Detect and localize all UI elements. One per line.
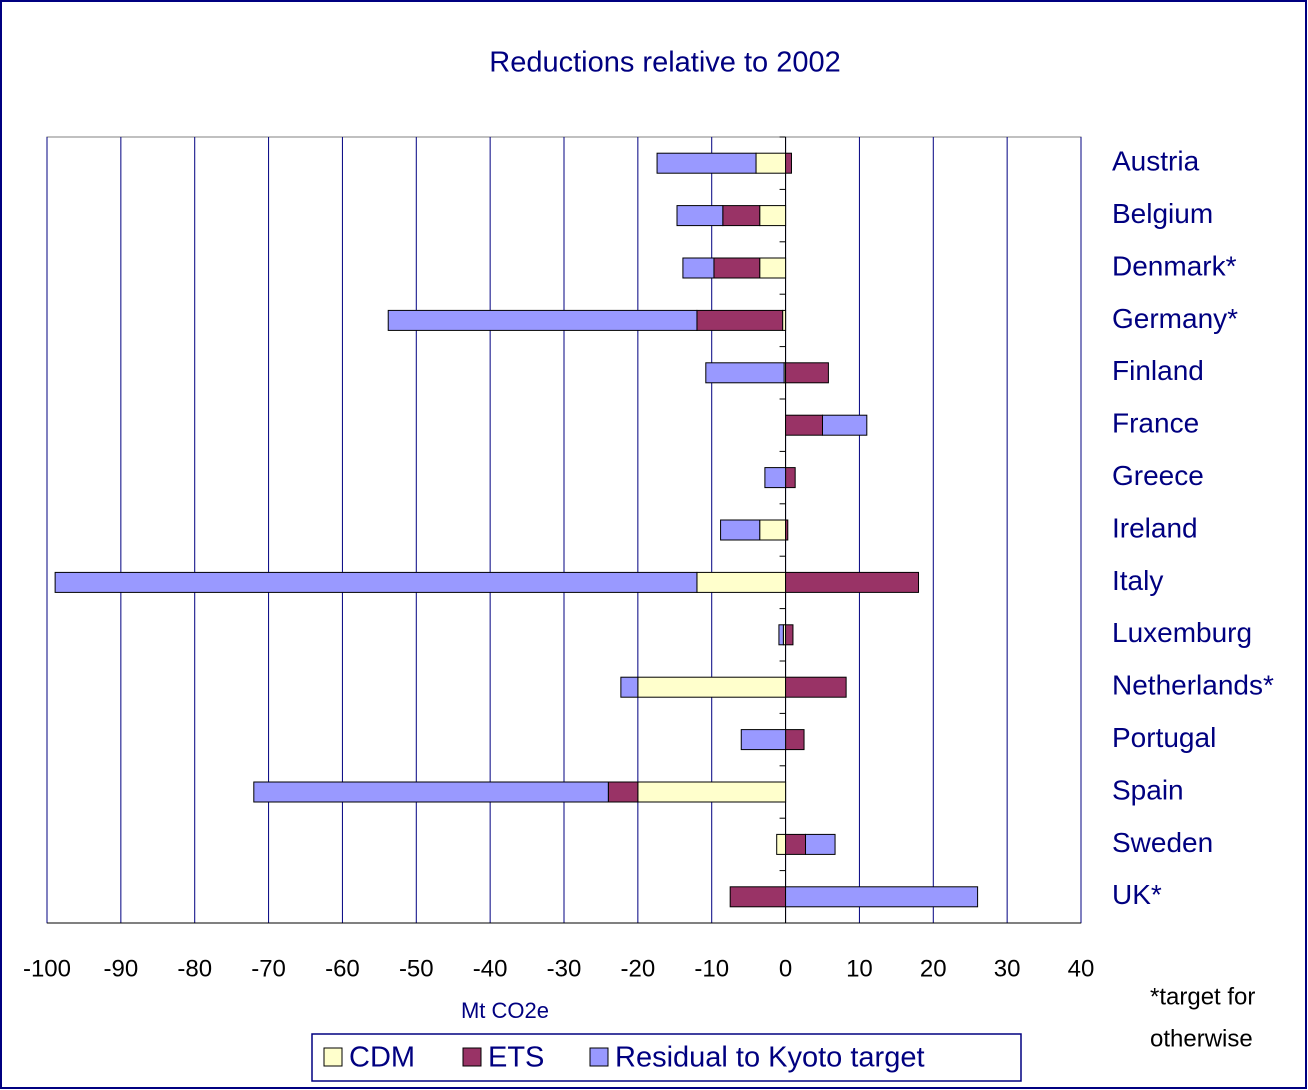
bar-segment xyxy=(785,729,805,751)
x-tick-label: -60 xyxy=(325,955,360,982)
category-label: Greece xyxy=(1112,460,1204,491)
bar-segment xyxy=(785,833,807,855)
bar-segment xyxy=(722,205,761,227)
bar-segment xyxy=(387,309,698,331)
category-label: Netherlands* xyxy=(1112,670,1274,701)
bar-segment xyxy=(755,152,787,174)
bar-segment xyxy=(759,519,787,541)
bar-segment xyxy=(805,833,836,855)
legend-label: Residual to Kyoto target xyxy=(615,1042,925,1074)
x-tick-label: -20 xyxy=(621,955,656,982)
category-label: Austria xyxy=(1112,146,1200,177)
bar-segment xyxy=(720,519,761,541)
legend-box xyxy=(311,1033,1022,1082)
bar-segment xyxy=(696,309,784,331)
bar-segment xyxy=(620,676,639,698)
bar-segment xyxy=(822,414,868,436)
legend-label: CDM xyxy=(349,1042,415,1074)
bar-segment xyxy=(682,257,715,279)
bar-segment xyxy=(785,152,792,174)
footnote: *target for xyxy=(1150,983,1255,1010)
category-label: Portugal xyxy=(1112,722,1216,753)
category-label: Belgium xyxy=(1112,198,1213,229)
category-label: Italy xyxy=(1112,565,1163,596)
x-tick-label: -10 xyxy=(694,955,729,982)
bar-segment xyxy=(637,676,787,698)
bar-segment xyxy=(656,152,757,174)
footnote: otherwise xyxy=(1150,1025,1253,1052)
x-tick-label: -70 xyxy=(251,955,286,982)
category-label: France xyxy=(1112,408,1199,439)
category-label: Denmark* xyxy=(1112,250,1237,281)
bar-segment xyxy=(785,676,847,698)
x-tick-label: 20 xyxy=(920,955,947,982)
bar-segment xyxy=(54,571,698,593)
bar-segment xyxy=(729,886,787,908)
category-label: Germany* xyxy=(1112,303,1238,334)
x-tick-label: -90 xyxy=(104,955,139,982)
x-tick-label: -50 xyxy=(399,955,434,982)
bar-segment xyxy=(778,624,784,646)
category-label: Luxemburg xyxy=(1112,617,1252,648)
legend-swatch xyxy=(589,1047,609,1067)
category-label: Spain xyxy=(1112,774,1184,805)
x-tick-label: -80 xyxy=(177,955,212,982)
category-label: Finland xyxy=(1112,355,1204,386)
category-label: UK* xyxy=(1112,879,1162,910)
bar-segment xyxy=(759,205,787,227)
bar-segment xyxy=(785,571,920,593)
legend-swatch xyxy=(323,1047,343,1067)
bar-segment xyxy=(740,729,787,751)
legend-label: ETS xyxy=(488,1042,544,1074)
bar-segment xyxy=(705,362,785,384)
x-tick-label: 40 xyxy=(1068,955,1095,982)
bar-segment xyxy=(785,467,796,489)
x-tick-label: 0 xyxy=(779,955,792,982)
bar-segment xyxy=(676,205,724,227)
x-tick-label: -40 xyxy=(473,955,508,982)
chart-title: Reductions relative to 2002 xyxy=(489,47,840,79)
bar-segment xyxy=(785,519,789,541)
x-tick-label: 30 xyxy=(994,955,1021,982)
bar-segment xyxy=(785,362,829,384)
legend-swatch xyxy=(462,1047,482,1067)
x-tick-label: -100 xyxy=(23,955,71,982)
bar-segment xyxy=(713,257,761,279)
bar-segment xyxy=(785,886,979,908)
x-tick-label: -30 xyxy=(547,955,582,982)
bar-segment xyxy=(696,571,787,593)
bar-segment xyxy=(759,257,787,279)
bar-segment xyxy=(253,781,609,803)
x-tick-label: 10 xyxy=(846,955,873,982)
bar-segment xyxy=(785,414,823,436)
category-label: Ireland xyxy=(1112,512,1198,543)
bar-segment xyxy=(764,467,787,489)
x-axis-label: Mt CO2e xyxy=(461,998,549,1023)
bar-segment xyxy=(637,781,787,803)
category-label: Sweden xyxy=(1112,827,1213,858)
bar-segment xyxy=(607,781,639,803)
bar-segment xyxy=(776,833,787,855)
bar-segment xyxy=(785,624,794,646)
